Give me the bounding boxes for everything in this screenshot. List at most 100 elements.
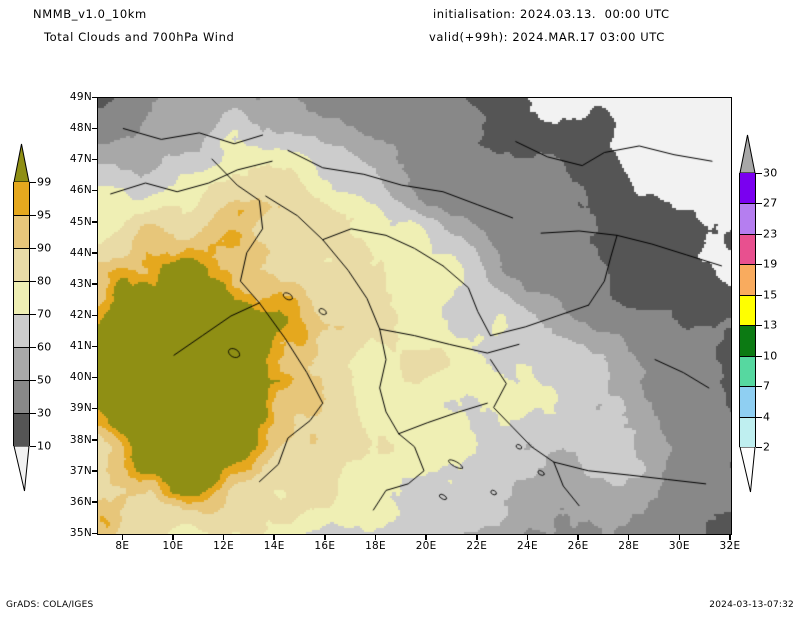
colorbar-band (13, 413, 30, 446)
header-field-name: Total Clouds and 700hPa Wind (44, 30, 235, 44)
colorbar-tick-label: 95 (37, 208, 52, 222)
colorbar-tick-label: 60 (37, 340, 52, 354)
colorbar-tick-mark (756, 447, 762, 448)
x-tick-label: 18E (365, 540, 386, 552)
colorbar-top-arrow (13, 142, 30, 183)
y-tick-label: 43N (69, 277, 92, 290)
footer-credit: GrADS: COLA/IGES (6, 600, 94, 610)
colorbar-tick-mark (756, 355, 762, 357)
footer-timestamp: 2024-03-13-07:32 (709, 600, 794, 610)
colorbar-tick-mark (30, 248, 36, 249)
y-tick-mark (92, 439, 97, 441)
colorbar-tick-label: 30 (37, 406, 52, 420)
x-tick-label: 16E (314, 540, 336, 552)
colorbar-band (13, 380, 30, 413)
colorbar-tick-mark (756, 173, 762, 174)
x-tick-mark (121, 534, 124, 540)
header-valid-time: valid(+99h): 2024.MAR.17 03:00 UTC (429, 30, 665, 44)
y-tick-label: 46N (69, 184, 92, 197)
colorbar-tick-mark (30, 446, 36, 447)
colorbar-tick-label: 23 (763, 227, 778, 241)
colorbar-total-cloud-cover (13, 142, 30, 492)
colorbar-tick-label: 27 (763, 196, 778, 210)
y-tick-mark (92, 96, 97, 98)
header-model-name: NMMB_v1.0_10km (33, 7, 147, 21)
colorbar-tick-label: 50 (37, 373, 52, 387)
colorbar-tick-mark (756, 203, 762, 205)
colorbar-tick-label: 4 (763, 410, 771, 424)
y-tick-label: 45N (69, 215, 92, 228)
colorbar-top-arrow (739, 133, 756, 174)
x-tick-label: 8E (115, 540, 130, 552)
x-tick-mark (374, 534, 377, 540)
x-tick-label: 30E (668, 540, 690, 552)
x-tick-mark (172, 534, 174, 540)
x-tick-mark (729, 534, 731, 540)
cloud-and-wind-field (98, 98, 731, 534)
x-tick-mark (476, 534, 478, 540)
colorbar-band (13, 215, 30, 248)
colorbar-tick-label: 10 (763, 349, 778, 363)
x-tick-label: 22E (466, 540, 488, 552)
colorbar-wind-speed (739, 133, 756, 493)
x-tick-label: 20E (415, 540, 437, 552)
y-tick-label: 37N (69, 464, 92, 477)
colorbar-tick-mark (30, 281, 36, 282)
colorbar-tick-label: 19 (763, 257, 778, 271)
colorbar-band (739, 325, 756, 356)
colorbar-tick-mark (30, 182, 36, 183)
colorbar-band (13, 314, 30, 347)
y-tick-mark (92, 407, 97, 410)
x-tick-label: 14E (263, 540, 285, 552)
y-tick-label: 42N (69, 309, 92, 321)
y-tick-mark (92, 252, 97, 254)
colorbar-tick-label: 15 (763, 288, 778, 302)
colorbar-tick-mark (30, 314, 36, 315)
colorbar-tick-label: 7 (763, 379, 771, 393)
colorbar-tick-label: 90 (37, 241, 52, 255)
x-tick-label: 12E (213, 540, 235, 552)
y-tick-mark (92, 127, 97, 130)
y-tick-label: 36N (69, 495, 92, 508)
y-tick-label: 41N (69, 340, 92, 353)
x-tick-label: 24E (516, 540, 538, 552)
y-tick-label: 47N (69, 153, 92, 166)
x-tick-label: 28E (618, 540, 640, 552)
y-tick-mark (92, 314, 97, 316)
x-tick-mark (324, 534, 326, 540)
colorbar-tick-label: 10 (37, 439, 52, 453)
colorbar-tick-mark (756, 233, 762, 235)
y-tick-label: 49N (69, 91, 92, 103)
map-plot-area[interactable] (97, 97, 732, 535)
x-tick-label: 32E (719, 540, 741, 552)
colorbar-bottom-arrow (13, 445, 30, 492)
colorbar-tick-mark (30, 347, 36, 348)
colorbar-band (739, 264, 756, 295)
y-tick-label: 40N (69, 371, 92, 384)
x-tick-mark (577, 534, 579, 540)
colorbar-band (739, 416, 756, 447)
x-tick-mark (678, 534, 681, 540)
y-tick-mark (92, 470, 97, 472)
y-tick-label: 38N (69, 433, 92, 446)
x-tick-mark (627, 534, 630, 540)
y-tick-label: 44N (69, 246, 92, 259)
colorbar-tick-label: 30 (763, 166, 778, 180)
colorbar-band (739, 386, 756, 417)
colorbar-band (739, 294, 756, 326)
colorbar-band (739, 355, 756, 387)
colorbar-tick-mark (30, 413, 36, 414)
colorbar-bottom-arrow (739, 446, 756, 493)
colorbar-tick-label: 2 (763, 440, 771, 454)
y-tick-label: 48N (69, 122, 92, 135)
colorbar-tick-mark (756, 264, 762, 266)
y-tick-mark (92, 532, 97, 534)
y-tick-mark (92, 158, 97, 161)
colorbar-tick-mark (756, 416, 762, 418)
colorbar-band (13, 248, 30, 281)
colorbar-tick-label: 13 (763, 318, 778, 332)
y-tick-mark (92, 221, 97, 223)
y-tick-label: 39N (69, 402, 92, 415)
colorbar-tick-mark (756, 294, 762, 296)
x-tick-label: 10E (162, 540, 184, 552)
